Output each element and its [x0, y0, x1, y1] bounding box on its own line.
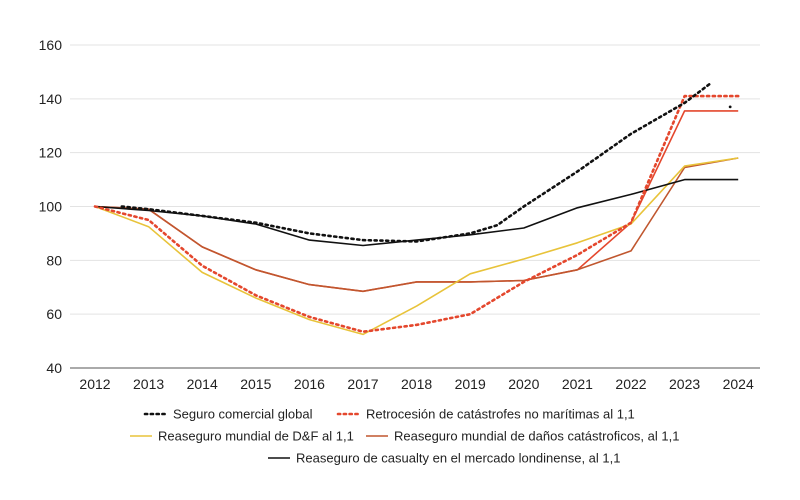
x-tick-label: 2019	[455, 376, 486, 392]
x-tick-label: 2020	[508, 376, 539, 392]
x-tick-label: 2017	[347, 376, 378, 392]
y-tick-label: 60	[46, 306, 62, 322]
legend-item: Reaseguro mundial de D&F al 1,1	[130, 429, 354, 444]
x-tick-label: 2013	[133, 376, 164, 392]
x-tick-label: 2018	[401, 376, 432, 392]
y-tick-label: 80	[46, 252, 62, 268]
series-point	[728, 105, 732, 109]
x-tick-label: 2023	[669, 376, 700, 392]
y-tick-label: 140	[39, 91, 63, 107]
legend-label: Seguro comercial global	[173, 407, 313, 422]
legend-label: Reaseguro mundial de daños catástroficos…	[394, 429, 679, 444]
y-tick-label: 40	[46, 360, 62, 376]
series-line-1	[93, 94, 740, 333]
y-axis: 40 60 80 100 120 140 160	[39, 37, 63, 376]
x-tick-label: 2015	[240, 376, 271, 392]
x-tick-label: 2024	[723, 376, 754, 392]
series-line-2	[94, 157, 739, 336]
legend-item: Retrocesión de catástrofes no marítimas …	[336, 407, 635, 422]
y-tick-label: 160	[39, 37, 63, 53]
series-lines	[93, 81, 740, 336]
legend-item: Reaseguro mundial de daños catástroficos…	[366, 429, 679, 444]
x-tick-label: 2021	[562, 376, 593, 392]
x-axis-ticks: 2012 2013 2014 2015 2016 2017 2018 2019 2020 2021…	[79, 376, 754, 392]
legend-item: Reaseguro de casualty en el mercado lond…	[268, 451, 621, 466]
series-line-0	[120, 81, 713, 243]
x-tick-label: 2022	[615, 376, 646, 392]
y-tick-label: 100	[39, 199, 63, 215]
series-line-3	[94, 157, 739, 293]
legend-label: Reaseguro mundial de D&F al 1,1	[158, 429, 354, 444]
grid	[70, 44, 760, 315]
x-tick-label: 2012	[79, 376, 110, 392]
legend-label: Reaseguro de casualty en el mercado lond…	[296, 451, 621, 466]
legend-label: Retrocesión de catástrofes no marítimas …	[366, 407, 635, 422]
legend: Seguro comercial global Retrocesión de ca…	[130, 407, 679, 466]
legend-item: Seguro comercial global	[143, 407, 313, 422]
x-tick-label: 2014	[187, 376, 218, 392]
x-tick-label: 2016	[294, 376, 325, 392]
y-tick-label: 120	[39, 145, 63, 161]
